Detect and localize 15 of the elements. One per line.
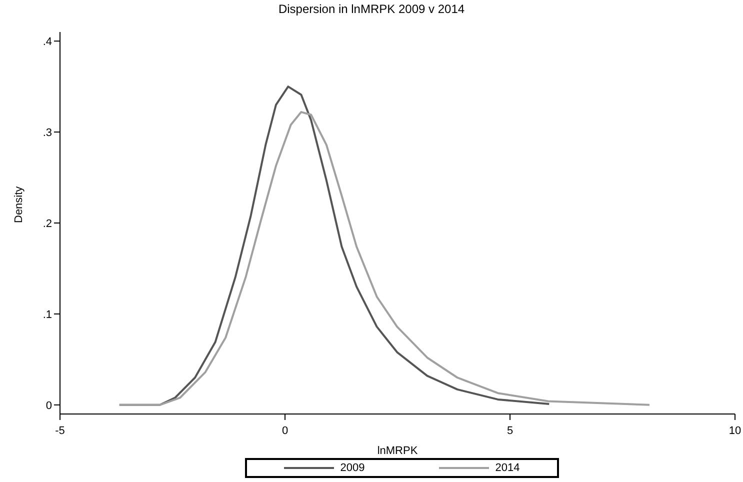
y-axis-title: Density [12, 186, 25, 223]
x-tick-label: 5 [506, 425, 514, 437]
y-tick-label: .1 [42, 308, 52, 321]
y-tick-label: .2 [42, 218, 52, 230]
legend-label: 2014 [495, 462, 520, 474]
y-tick-label: 0 [46, 400, 52, 412]
chart-title: Dispersion in lnMRPK 2009 v 2014 [277, 2, 466, 18]
x-tick-label: 10 [728, 425, 742, 437]
y-tick-label: .3 [42, 126, 52, 139]
x-axis-title: lnMRPK [377, 445, 418, 457]
x-tick-label: 0 [282, 425, 288, 437]
line-series [118, 111, 650, 406]
legend-label: 2009 [340, 462, 365, 474]
y-tick-label: .4 [42, 36, 52, 48]
x-tick-label: -5 [55, 425, 65, 437]
